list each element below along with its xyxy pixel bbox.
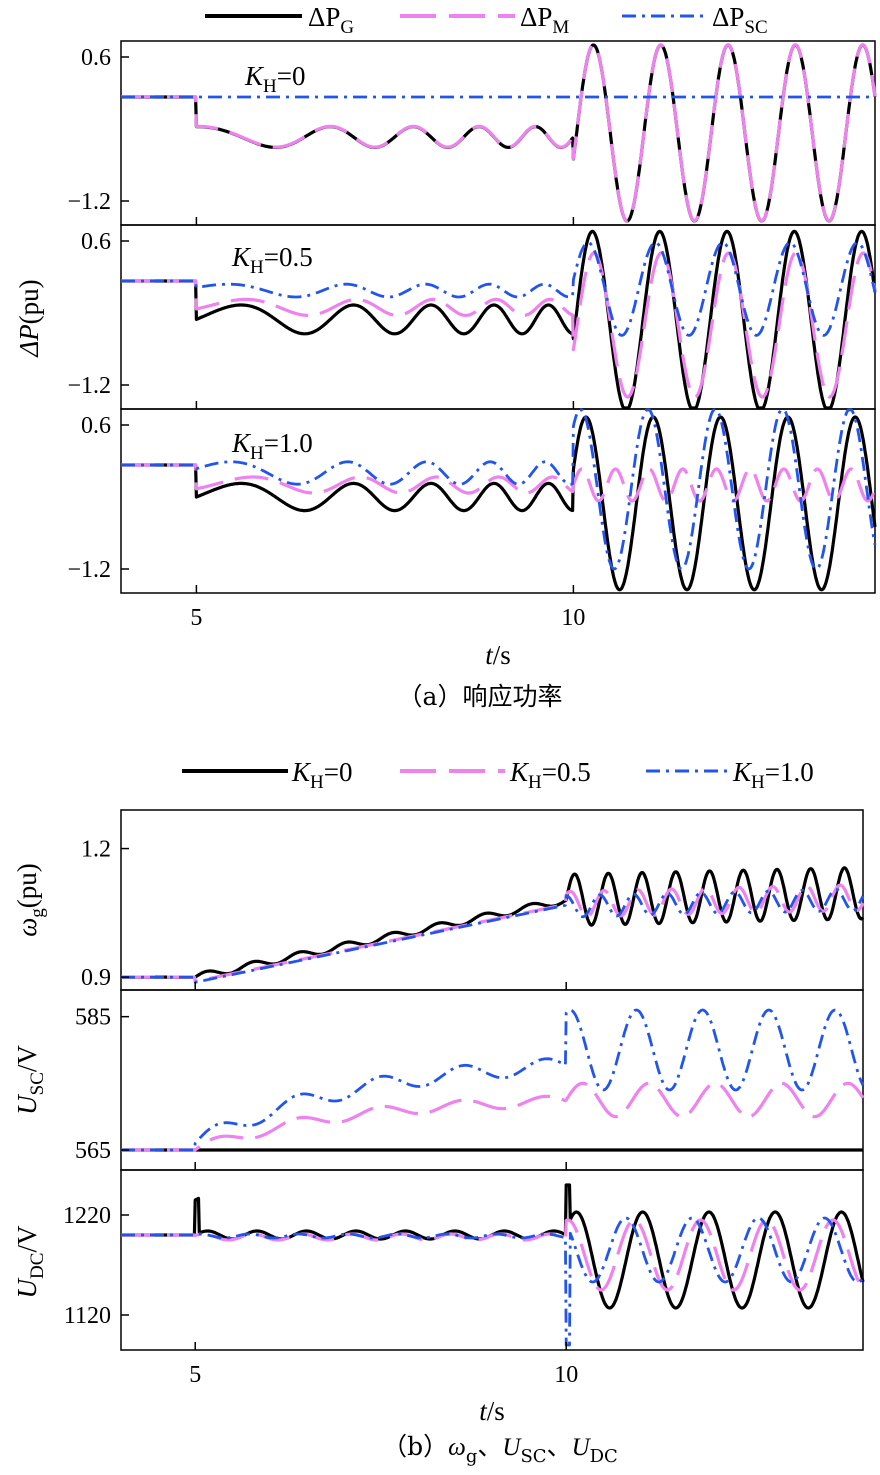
series-dPM-a1 <box>120 43 877 223</box>
series-udc-kh05 <box>120 1218 865 1292</box>
ylabel-a: ΔP(pu) <box>14 279 44 357</box>
ylabel-b1: ωg(pu) <box>12 863 48 937</box>
series-usc-kh05 <box>120 1081 865 1152</box>
panel-b2-frame <box>120 989 864 1171</box>
plot-layer: 0.6 −1.2 0.6 −1.2 0.6 −1.2 5 10 1.2 0.9 585 565 1220… <box>63 43 877 1388</box>
legend-b-1-text: KH=0.5 <box>509 757 591 793</box>
y-tick-label: −1.2 <box>67 373 111 399</box>
panel-a3-frame <box>120 408 876 594</box>
series-usc-kh10 <box>120 1008 865 1152</box>
series-omega-kh10 <box>120 888 865 984</box>
series-dPG-a2 <box>120 229 877 410</box>
legend-a-g-text: ΔPG <box>308 2 354 38</box>
series-dPG-a3 <box>120 415 877 592</box>
svg-text:KH=0.5: KH=0.5 <box>231 242 313 278</box>
panel-a2-annotation: KH=0.5 <box>231 242 313 278</box>
svg-text:KH=0: KH=0 <box>244 61 305 97</box>
series-dPM-a3 <box>120 463 877 503</box>
y-tick-label: 565 <box>75 1138 111 1164</box>
y-tick-label: −1.2 <box>67 557 111 583</box>
series-dPM-a2 <box>120 251 877 399</box>
legend-b-0-text: KH=0 <box>291 757 352 793</box>
y-tick-label: 1220 <box>63 1203 111 1229</box>
series-dPSC-a2 <box>120 241 877 337</box>
y-tick-label: 0.6 <box>81 45 111 71</box>
legend-b: KH=0 KH=0.5 KH=1.0 <box>182 757 814 793</box>
svg-text:KH=1.0: KH=1.0 <box>231 428 313 464</box>
y-tick-label: 0.6 <box>81 229 111 255</box>
caption-b: （b）ωg、USC、UDC <box>382 1432 618 1467</box>
ylabel-b2: USC/V <box>12 1045 48 1115</box>
panel-a1-annotation: KH=0 <box>244 61 305 97</box>
series-udc-kh10 <box>120 1216 865 1347</box>
y-tick-label: 1120 <box>64 1303 111 1329</box>
y-tick-label: 0.9 <box>81 965 111 991</box>
series-omega-kh0 <box>120 866 865 979</box>
xlabel-a: t/s <box>485 640 511 670</box>
legend-b-2-text: KH=1.0 <box>732 757 814 793</box>
legend-a-sc-text: ΔPSC <box>712 2 768 38</box>
x-tick-label: 10 <box>554 1362 578 1388</box>
xlabel-b: t/s <box>479 1396 505 1426</box>
x-tick-label: 5 <box>189 1362 201 1388</box>
y-tick-label: 585 <box>75 1005 111 1031</box>
x-tick-label: 10 <box>561 605 585 631</box>
legend-a: ΔPG ΔPM ΔPSC <box>205 2 768 38</box>
x-tick-label: 5 <box>190 605 202 631</box>
legend-a-m-text: ΔPM <box>520 2 569 38</box>
panel-a3-annotation: KH=1.0 <box>231 428 313 464</box>
caption-a: （a）响应功率 <box>398 682 563 711</box>
y-tick-label: 1.2 <box>81 837 111 863</box>
series-dPSC-a3 <box>120 408 877 571</box>
y-tick-label: 0.6 <box>81 413 111 439</box>
y-tick-label: −1.2 <box>67 189 111 215</box>
panel-b3-frame <box>120 1169 864 1351</box>
ylabel-b3: UDC/V <box>12 1225 48 1298</box>
